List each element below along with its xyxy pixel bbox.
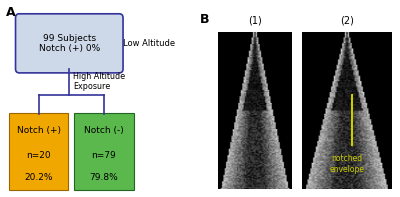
Text: B: B <box>200 13 210 26</box>
Text: (2): (2) <box>340 15 354 25</box>
Text: 99 Subjects
Notch (+) 0%: 99 Subjects Notch (+) 0% <box>39 34 100 53</box>
FancyBboxPatch shape <box>16 14 123 73</box>
FancyBboxPatch shape <box>9 113 68 190</box>
Text: notched
envelope: notched envelope <box>330 154 364 174</box>
Text: n=20: n=20 <box>26 151 51 160</box>
Text: Low Altitude: Low Altitude <box>123 39 175 48</box>
Text: Notch (-): Notch (-) <box>84 126 124 135</box>
Text: A: A <box>6 6 16 19</box>
Text: High Altitude
Exposure: High Altitude Exposure <box>73 72 125 91</box>
Text: Notch (+): Notch (+) <box>16 126 60 135</box>
Text: 20.2%: 20.2% <box>24 173 53 182</box>
Text: 79.8%: 79.8% <box>90 173 118 182</box>
Text: (1): (1) <box>248 15 262 25</box>
FancyBboxPatch shape <box>74 113 134 190</box>
Text: n=79: n=79 <box>92 151 116 160</box>
